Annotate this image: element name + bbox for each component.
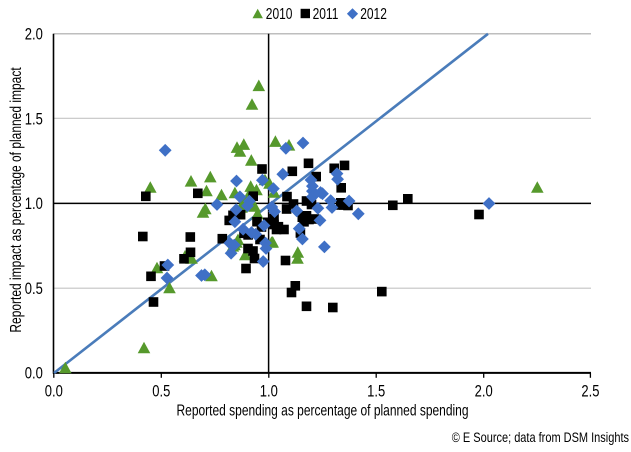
svg-text:1.0: 1.0 bbox=[260, 382, 278, 401]
svg-text:0.0: 0.0 bbox=[25, 364, 43, 383]
svg-text:Reported impact as percentage: Reported impact as percentage of planned… bbox=[6, 67, 24, 332]
svg-text:2010: 2010 bbox=[266, 4, 293, 22]
svg-text:1.5: 1.5 bbox=[367, 382, 385, 401]
svg-text:© E Source; data from DSM Insi: © E Source; data from DSM Insights bbox=[452, 430, 629, 445]
svg-text:Reported spending as percentag: Reported spending as percentage of plann… bbox=[176, 401, 468, 419]
svg-text:0.5: 0.5 bbox=[152, 382, 170, 401]
svg-text:0.0: 0.0 bbox=[45, 382, 63, 401]
svg-text:1.0: 1.0 bbox=[25, 195, 43, 214]
svg-text:2.0: 2.0 bbox=[25, 25, 43, 44]
svg-text:1.5: 1.5 bbox=[25, 110, 43, 129]
svg-text:2012: 2012 bbox=[360, 4, 387, 22]
svg-text:2.5: 2.5 bbox=[581, 382, 599, 401]
svg-text:0.5: 0.5 bbox=[25, 279, 43, 298]
svg-text:2011: 2011 bbox=[313, 4, 339, 22]
svg-text:2.0: 2.0 bbox=[475, 382, 493, 401]
